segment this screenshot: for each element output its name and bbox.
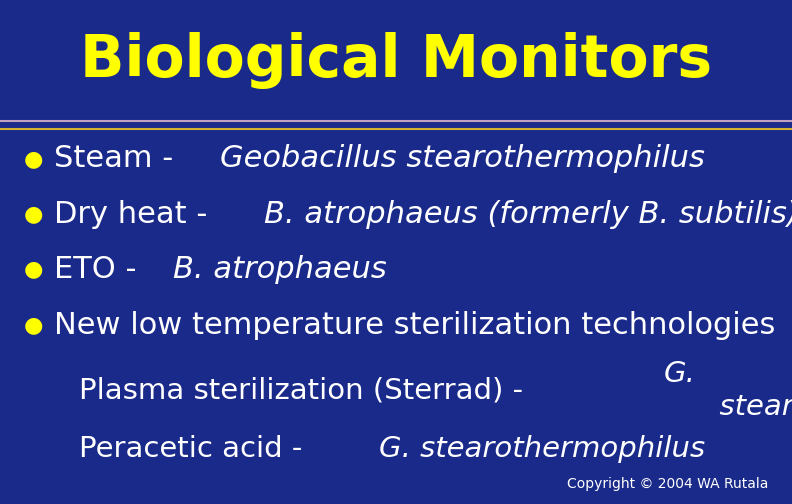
Text: ●: ●	[24, 204, 43, 224]
Text: Copyright © 2004 WA Rutala: Copyright © 2004 WA Rutala	[567, 477, 768, 491]
Text: Peracetic acid -: Peracetic acid -	[79, 434, 312, 463]
Text: G.
      stearothermophilus: G. stearothermophilus	[664, 360, 792, 421]
Text: ●: ●	[24, 315, 43, 335]
Text: G. stearothermophilus: G. stearothermophilus	[379, 434, 706, 463]
Text: Biological Monitors: Biological Monitors	[80, 32, 712, 89]
Text: Plasma sterilization (Sterrad) -: Plasma sterilization (Sterrad) -	[79, 376, 532, 405]
Text: Steam -: Steam -	[54, 144, 183, 173]
Text: Dry heat -: Dry heat -	[54, 200, 217, 229]
Text: ●: ●	[24, 149, 43, 169]
Text: ETO -: ETO -	[54, 255, 146, 284]
Text: B. atrophaeus (formerly B. subtilis): B. atrophaeus (formerly B. subtilis)	[265, 200, 792, 229]
Text: New low temperature sterilization technologies: New low temperature sterilization techno…	[54, 310, 775, 340]
Text: ●: ●	[24, 260, 43, 280]
Text: B. atrophaeus: B. atrophaeus	[173, 255, 386, 284]
Text: Geobacillus stearothermophilus: Geobacillus stearothermophilus	[220, 144, 705, 173]
